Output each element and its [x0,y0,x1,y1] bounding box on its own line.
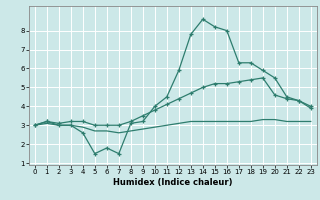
X-axis label: Humidex (Indice chaleur): Humidex (Indice chaleur) [113,178,233,187]
